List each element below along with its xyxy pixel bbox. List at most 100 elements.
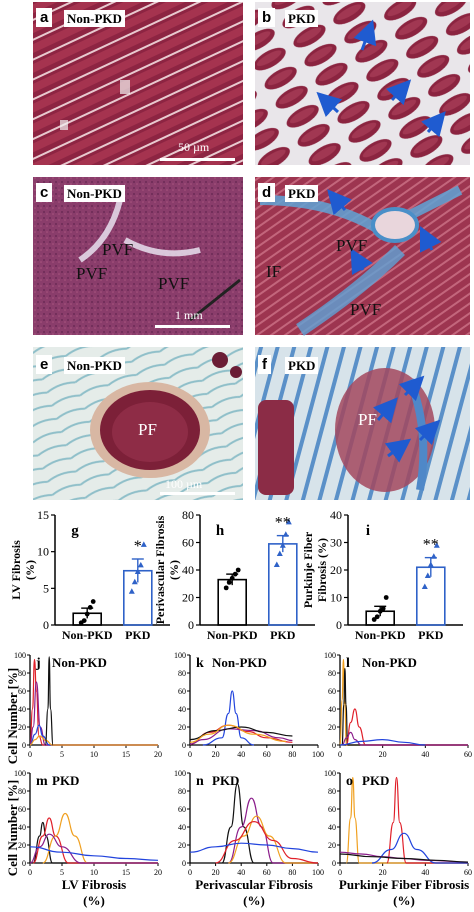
line-o-series-4 <box>339 853 469 863</box>
bar-g-category-label: PKD <box>125 628 151 642</box>
line-k-ytick-label: 100 <box>174 651 186 660</box>
scalebar-a-label: 50 µm <box>178 140 210 154</box>
line-m-xtick-label: 5 <box>60 868 64 877</box>
line-j-ytick-label: 100 <box>14 651 26 660</box>
line-l-xtick-label: 20 <box>379 750 387 759</box>
line-l-ytick-label: 0 <box>332 741 336 750</box>
line-n-ytick-label: 60 <box>178 805 186 814</box>
panel-a-image <box>33 2 243 165</box>
panel-c-tag: Non-PKD <box>64 185 125 202</box>
bar-i-ytick-label: 20 <box>330 563 342 577</box>
line-o-ytick-label: 0 <box>332 859 336 868</box>
line-k-xtick-label: 100 <box>312 750 324 759</box>
line-l-series-4 <box>339 738 426 746</box>
bar-i-panel-letter: i <box>366 523 370 539</box>
bar-h-point <box>232 571 238 577</box>
line-m-ytick-label: 40 <box>18 823 26 832</box>
line-l-ytick-label: 60 <box>328 687 336 696</box>
bar-h-significance: ** <box>275 515 291 532</box>
bar-g-point <box>128 588 135 594</box>
panel-d-letter: d <box>258 183 276 202</box>
bar-i-ylabel-line2: Fibrosis (%) <box>315 538 329 602</box>
bar-i-ytick-label: 40 <box>330 508 342 522</box>
line-j-series-4 <box>44 656 54 746</box>
line-j-ytick-label: 40 <box>18 705 26 714</box>
line-k-ytick-label: 0 <box>182 741 186 750</box>
line-m-ytick-label: 20 <box>18 841 26 850</box>
line-o-ytick-label: 40 <box>328 823 336 832</box>
line-o-xlabel-line2: (%) <box>393 893 415 908</box>
bar-h-ytick-label: 60 <box>182 536 194 550</box>
line-j-ytick-label: 60 <box>18 687 26 696</box>
bar-h-point <box>226 579 232 585</box>
line-l-panel-letter: l <box>346 656 350 671</box>
bar-i-point <box>374 614 380 620</box>
line-n-ytick-label: 40 <box>178 823 186 832</box>
line-k-ytick-label: 40 <box>178 705 186 714</box>
bar-g-point <box>134 568 141 574</box>
line-o-xtick-label: 60 <box>464 868 472 877</box>
line-n-series-0 <box>221 783 318 864</box>
line-j-xtick-label: 5 <box>60 750 64 759</box>
line-o-xtick-label: 0 <box>338 868 342 877</box>
line-m-xtick-label: 0 <box>28 868 32 877</box>
line-j-series-3 <box>29 735 158 746</box>
bar-i-ytick-label: 10 <box>330 591 342 605</box>
line-o-ytick-label: 100 <box>324 769 336 778</box>
line-l-title: Non-PKD <box>362 655 417 670</box>
scalebar-c-label: 1 mm <box>175 308 203 322</box>
line-l-series-3 <box>341 731 468 746</box>
line-k-ytick-label: 20 <box>178 723 186 732</box>
region-pf-f: PF <box>358 410 377 429</box>
line-j-xtick-label: 15 <box>122 750 130 759</box>
panel-b-letter: b <box>258 8 276 27</box>
line-n-ytick-label: 20 <box>178 841 186 850</box>
panel-e-letter: e <box>36 355 53 374</box>
line-m-ytick-label: 100 <box>14 769 26 778</box>
line-m-ytick-label: 60 <box>18 805 26 814</box>
region-pvf-d1: PVF <box>336 236 368 255</box>
bar-h-point <box>282 531 289 537</box>
line-j-title: Non-PKD <box>52 655 107 670</box>
line-l-xtick-label: 0 <box>338 750 342 759</box>
line-o-xtick-label: 40 <box>421 868 429 877</box>
bar-h-panel-letter: h <box>216 523 225 539</box>
bar-h-point <box>273 561 280 567</box>
bar-g-panel-letter: g <box>71 523 79 539</box>
scalebar-e-label: 100 µm <box>165 477 203 491</box>
bar-i-point <box>433 542 440 548</box>
bar-h-ytick-label: 0 <box>188 618 194 632</box>
bar-h-point <box>229 575 235 581</box>
bar-g-point <box>131 578 138 585</box>
region-pvf-c2: PVF <box>76 264 108 283</box>
bar-g-point <box>137 561 144 568</box>
panel-b-image <box>255 2 470 165</box>
bar-i-category-label: PKD <box>418 628 444 642</box>
line-o-xtick-label: 20 <box>379 868 387 877</box>
line-k-series-3 <box>189 726 293 741</box>
line-m-series-4 <box>29 846 159 861</box>
line-l-series-2 <box>345 708 468 746</box>
line-n-series-4 <box>189 842 319 853</box>
bar-g-category-label: Non-PKD <box>62 628 113 642</box>
bar-g-ytick-label: 10 <box>37 545 49 559</box>
line-k-xtick-label: 60 <box>263 750 271 759</box>
line-n-xtick-label: 0 <box>188 868 192 877</box>
line-k-xtick-label: 20 <box>212 750 220 759</box>
bar-i-category-label: Non-PKD <box>355 628 406 642</box>
line-o-series-2 <box>371 832 468 864</box>
line-n-series-3 <box>215 820 319 864</box>
line-j-ytick-label: 0 <box>22 741 26 750</box>
line-m-title: PKD <box>52 773 79 788</box>
bar-g-ylabel-line1: LV Fibrosis <box>9 540 23 600</box>
bar-i-significance: ** <box>423 537 439 554</box>
panel-d-tag: PKD <box>285 185 319 202</box>
line-m-xtick-label: 20 <box>154 868 162 877</box>
line-l-ytick-label: 40 <box>328 705 336 714</box>
line-l-series-1 <box>341 667 468 746</box>
scalebar-c <box>155 325 230 328</box>
line-k-xtick-label: 0 <box>188 750 192 759</box>
line-l-ytick-label: 20 <box>328 723 336 732</box>
bar-h-ylabel-line2: (%) <box>167 560 181 580</box>
